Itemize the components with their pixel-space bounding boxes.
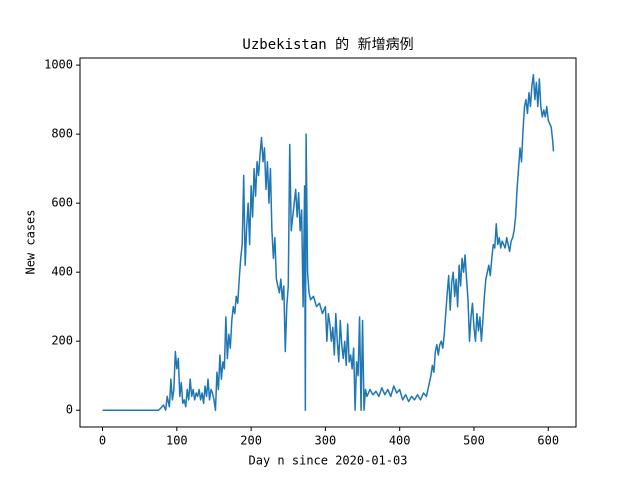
x-axis-label: Day n since 2020-01-03 (249, 454, 408, 468)
x-tick-label: 0 (99, 434, 106, 448)
x-tick-label: 200 (240, 434, 262, 448)
x-tick-label: 600 (537, 434, 559, 448)
y-axis-label: New cases (24, 209, 38, 274)
y-tick-label: 600 (51, 196, 73, 210)
chart-title: Uzbekistan 的 新增病例 (242, 37, 413, 53)
y-tick-label: 0 (66, 403, 73, 417)
y-tick-label: 800 (51, 127, 73, 141)
y-tick-label: 400 (51, 265, 73, 279)
x-tick-label: 500 (463, 434, 485, 448)
x-tick-label: 400 (389, 434, 411, 448)
y-tick-label: 200 (51, 334, 73, 348)
x-tick-label: 100 (166, 434, 188, 448)
y-tick-label: 1000 (44, 58, 73, 72)
plot-frame (79, 57, 577, 428)
data-line (102, 74, 555, 411)
x-tick-label: 300 (315, 434, 337, 448)
